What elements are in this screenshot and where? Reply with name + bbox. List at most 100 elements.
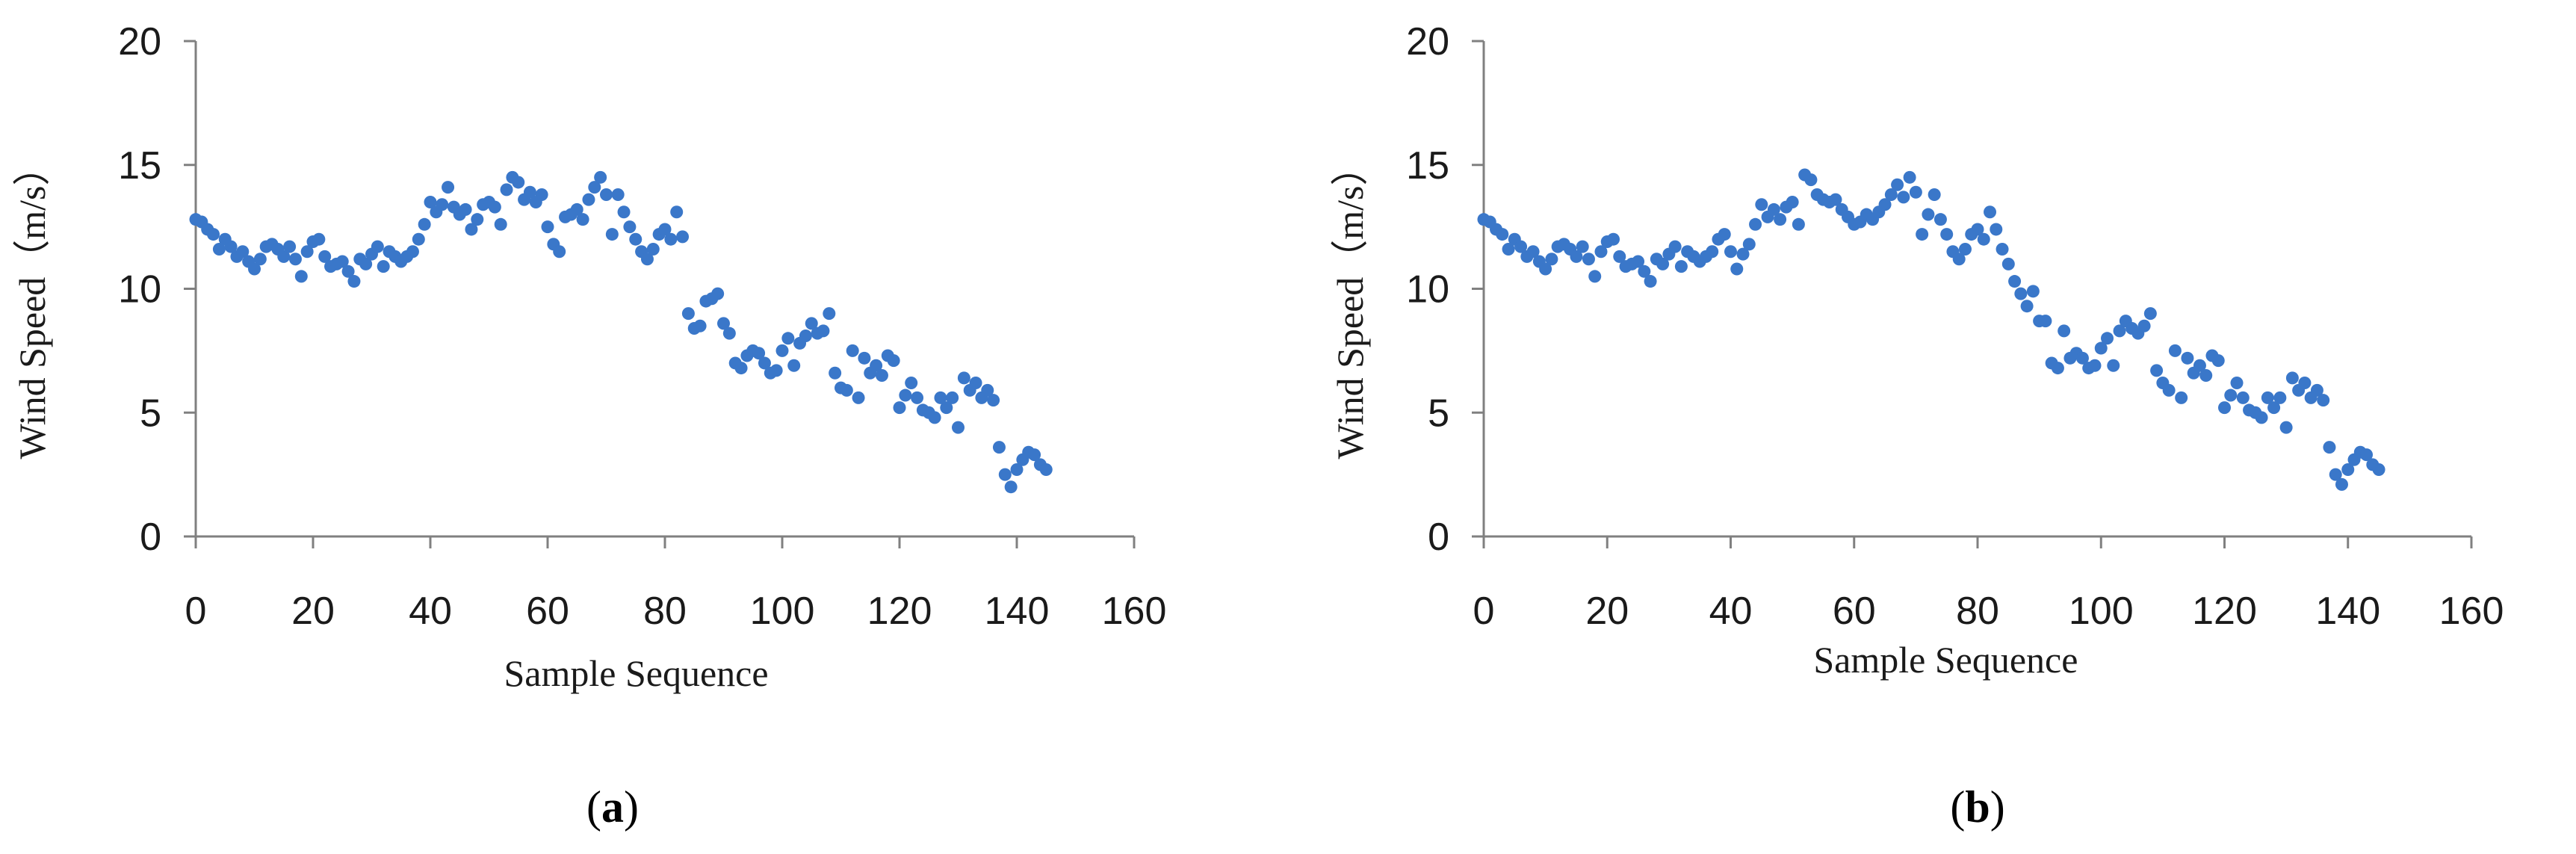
data-point xyxy=(488,200,501,214)
data-point xyxy=(1582,253,1595,266)
data-point xyxy=(2088,359,2102,372)
x-tick-label: 20 xyxy=(291,590,335,633)
data-point xyxy=(858,351,871,365)
data-point xyxy=(248,262,261,276)
data-point xyxy=(1774,213,1787,226)
data-point xyxy=(2058,324,2071,338)
data-point xyxy=(1749,217,1762,231)
x-tick-label: 20 xyxy=(1585,590,1629,633)
data-point xyxy=(1897,191,1910,204)
data-point xyxy=(335,255,349,268)
x-tick-label: 120 xyxy=(2192,590,2257,633)
data-point xyxy=(2323,441,2336,454)
data-point xyxy=(781,332,795,345)
data-point xyxy=(2143,307,2157,321)
data-point xyxy=(775,344,789,357)
data-point xyxy=(840,383,853,397)
panel-a: 0 5 10 15 20 0 20 40 60 80 100 120 140 160 Sample Sequ… xyxy=(11,20,1166,832)
x-tick-label: 40 xyxy=(1709,590,1753,633)
data-point xyxy=(500,183,513,197)
y-tick-label: 0 xyxy=(1428,516,1449,559)
data-point xyxy=(236,245,250,259)
x-tick-label: 80 xyxy=(1956,590,1999,633)
data-point xyxy=(829,366,842,380)
data-point xyxy=(442,181,455,194)
data-point xyxy=(2008,275,2022,288)
data-point xyxy=(1028,448,1041,462)
data-point xyxy=(541,220,554,234)
data-point xyxy=(1755,198,1768,211)
y-tick-label: 0 xyxy=(140,516,161,559)
data-point xyxy=(1971,223,1984,236)
data-point xyxy=(2211,354,2225,368)
data-point xyxy=(987,394,1000,407)
data-point xyxy=(2335,477,2348,491)
data-point xyxy=(2372,462,2385,476)
data-point xyxy=(2137,319,2151,332)
data-point xyxy=(1502,242,1515,256)
data-point xyxy=(1632,255,1645,268)
data-point xyxy=(893,401,906,415)
data-point xyxy=(2051,362,2064,375)
data-point xyxy=(471,213,484,226)
data-point xyxy=(611,188,625,202)
x-tick-label: 60 xyxy=(526,590,569,633)
data-point xyxy=(300,245,314,259)
panel-b: 0 5 10 15 20 0 20 40 60 80 100 120 140 160 Sample Sequ… xyxy=(1288,0,2576,854)
data-point xyxy=(312,232,326,246)
data-point xyxy=(2162,383,2176,397)
data-point xyxy=(799,329,812,342)
data-point xyxy=(1613,250,1626,263)
data-point xyxy=(2255,411,2268,424)
data-point xyxy=(605,228,619,241)
data-point xyxy=(1922,208,1935,221)
data-point xyxy=(1928,188,1941,202)
data-point xyxy=(658,223,672,236)
data-point xyxy=(253,253,267,266)
data-point xyxy=(2181,351,2194,365)
data-point xyxy=(436,198,449,211)
data-point xyxy=(224,240,238,253)
data-point xyxy=(870,359,883,372)
data-point xyxy=(1545,253,1558,266)
data-point xyxy=(852,391,865,404)
data-point xyxy=(1958,242,1972,256)
data-point xyxy=(1730,262,1744,276)
data-point xyxy=(2329,468,2342,481)
data-point xyxy=(582,193,595,206)
data-point xyxy=(846,344,859,357)
data-point xyxy=(2341,462,2355,476)
data-point xyxy=(1916,228,1929,241)
y-axis-title: Wind Speed（m/s） xyxy=(1329,148,1371,459)
y-tick-label: 20 xyxy=(1406,20,1449,64)
data-point xyxy=(207,228,220,241)
data-point xyxy=(693,319,707,332)
data-point xyxy=(2101,332,2114,345)
data-point xyxy=(1718,228,1731,241)
data-point xyxy=(1039,462,1053,476)
y-tick-label: 20 xyxy=(118,20,161,64)
data-point xyxy=(2026,285,2040,298)
x-axis-title: Sample Sequence xyxy=(1813,639,2078,681)
data-point xyxy=(969,376,982,389)
data-point xyxy=(734,362,748,375)
data-point xyxy=(1736,247,1750,261)
y-tick-label: 10 xyxy=(118,268,161,312)
data-point xyxy=(787,359,801,372)
data-point xyxy=(2360,448,2374,462)
x-tick-label: 40 xyxy=(409,590,452,633)
data-point xyxy=(2261,391,2274,404)
data-point xyxy=(957,371,970,385)
data-point xyxy=(1792,217,1805,231)
data-point xyxy=(1996,242,2009,256)
data-point xyxy=(576,213,589,226)
panel-caption: (b) xyxy=(1950,782,2004,832)
data-point xyxy=(717,317,730,330)
y-tick-label: 15 xyxy=(1406,144,1449,188)
data-point xyxy=(1878,198,1892,211)
data-point xyxy=(1004,480,1018,494)
data-point xyxy=(2230,376,2244,389)
data-point xyxy=(1903,170,1916,184)
data-point xyxy=(1767,202,1780,216)
chart-b: 0 5 10 15 20 0 20 40 60 80 100 120 140 160 Sample Sequ… xyxy=(1329,20,2504,832)
